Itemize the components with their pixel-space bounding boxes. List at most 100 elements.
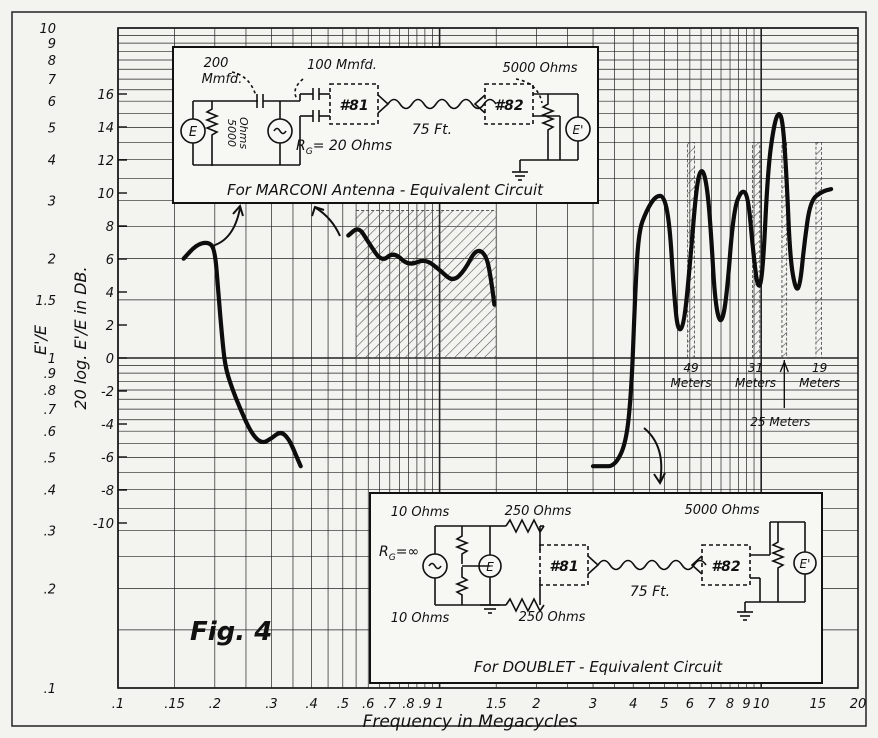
band-label-unit: Meters [799, 376, 840, 390]
y-tick-label: 1.5 [35, 294, 56, 309]
doublet-circuit-inset: 10 Ohms 10 Ohms RG=∞ E 250 Ohms 250 Ohms… [369, 492, 823, 684]
db-tick-label: 12 [97, 154, 114, 169]
x-tick-label: .15 [164, 697, 185, 712]
db-tick-label: 10 [97, 187, 114, 202]
db-tick-label: -8 [101, 484, 114, 499]
y-tick-label: .9 [44, 367, 56, 382]
y-tick-label: 8 [48, 54, 56, 69]
y-axis-label: E'/E [31, 324, 50, 355]
db-tick-label: -6 [101, 451, 114, 466]
doublet-tube2: #82 [711, 559, 740, 575]
y-tick-label: .1 [44, 682, 56, 697]
x-axis-tick-labels: .1 .15 .2 .3 .4 .5 .6 .7 .8 .9 1 1.5 2 3 4 5 6 7 8 9 10 15 20 [112, 697, 866, 712]
y-tick-label: 5 [48, 121, 56, 136]
response-curve [590, 112, 834, 469]
y-tick-label: 9 [48, 37, 56, 52]
x-tick-label: 5 [660, 697, 668, 712]
x-tick-label: 8 [726, 697, 734, 712]
shaded-band [815, 142, 822, 359]
x-tick-label: .6 [362, 697, 374, 712]
doublet-res-top-left: 10 Ohms [391, 505, 450, 520]
doublet-res-top: 250 Ohms [505, 504, 572, 519]
db-tick-label: 2 [106, 319, 114, 334]
x-tick-label: 9 [742, 697, 750, 712]
doublet-res-bot-left: 10 Ohms [391, 611, 450, 626]
db-tick-label: -10 [93, 517, 114, 532]
x-tick-label: 6 [686, 697, 694, 712]
y-tick-label: 1 [48, 352, 56, 367]
pointer-arrows [211, 203, 666, 485]
x-axis-label: Frequency in Megacycles [363, 712, 578, 732]
marconi-gen-e: E [189, 125, 198, 140]
figure-title: Fig. 4 [190, 617, 272, 647]
marconi-res-left-value: 5000 [225, 119, 238, 147]
marconi-cap1: 200 [204, 56, 229, 71]
doublet-line-length: 75 Ft. [630, 584, 670, 600]
x-tick-label: .2 [209, 697, 221, 712]
y-tick-label: .2 [44, 583, 56, 598]
x-tick-label: .7 [384, 697, 397, 712]
marconi-res-left-unit: Ohms [237, 117, 250, 149]
db-axis-label: 20 log. E'/E in DB. [71, 266, 90, 409]
x-tick-label: 3 [589, 697, 597, 712]
x-tick-label: 7 [707, 697, 716, 712]
y-tick-label: 7 [48, 73, 57, 88]
x-tick-label: .3 [265, 697, 277, 712]
marconi-gen-e-prime: E' [573, 123, 584, 137]
band-label-unit: Meters [735, 376, 776, 390]
y-tick-label: 4 [48, 153, 56, 168]
y-tick-label: 6 [48, 95, 56, 110]
y-tick-label: .5 [44, 451, 56, 466]
response-curve [346, 227, 497, 307]
band-label-number: 19 [812, 361, 827, 375]
marconi-tube1: #81 [339, 98, 368, 114]
marconi-cap1-unit: Mmfd. [202, 72, 243, 87]
db-tick-label: 0 [106, 352, 114, 367]
y-tick-label: .4 [44, 483, 56, 498]
marconi-tube2: #82 [494, 98, 523, 114]
doublet-res-bot: 250 Ohms [519, 610, 586, 625]
x-tick-label: 10 [753, 697, 770, 712]
band-label-number: 31 [748, 361, 763, 375]
band-label-number: 49 [683, 361, 698, 375]
marconi-rg: RG= 20 Ohms [296, 138, 392, 157]
db-tick-label: -2 [101, 385, 114, 400]
shaded-band [355, 210, 497, 359]
x-tick-label: .4 [305, 697, 317, 712]
doublet-gen-e-prime: E' [800, 557, 811, 571]
x-tick-label: 4 [629, 697, 637, 712]
x-tick-label: 15 [810, 697, 827, 712]
x-tick-label: .9 [419, 697, 431, 712]
y-tick-label: 10 [39, 22, 56, 37]
marconi-line-length: 75 Ft. [412, 122, 452, 138]
db-tick-label: 16 [97, 88, 114, 103]
marconi-circuit-inset: E 200 Mmfd. 100 Mmfd. 5000 Ohms RG= 20 O… [172, 46, 599, 204]
db-tick-label: -4 [101, 418, 114, 433]
band-25-arrow [779, 360, 789, 373]
db-axis-tick-labels: 16 14 12 10 8 6 4 2 0 -2 -4 -6 -8 -10 [93, 88, 127, 532]
doublet-rg: RG=∞ [379, 544, 419, 563]
db-tick-label: 6 [106, 253, 114, 268]
doublet-res-right: 5000 Ohms [684, 503, 759, 518]
y-tick-label: .6 [44, 425, 56, 440]
band-label-unit: Meters [670, 376, 711, 390]
y-tick-label: .7 [44, 403, 57, 418]
db-tick-label: 8 [106, 220, 114, 235]
x-tick-label: 1.5 [486, 697, 507, 712]
x-tick-label: .8 [402, 697, 414, 712]
marconi-cap2: 100 Mmfd. [307, 58, 377, 73]
y-tick-label: .8 [44, 384, 56, 399]
x-tick-label: .1 [112, 697, 124, 712]
y-axis-tick-labels: .1 .2 .3 .4 .5 .6 .7 .8 .91 1.5 2 3 4 5 6 7 8 910 [35, 22, 56, 697]
band-25-label: 25 Meters [750, 415, 810, 429]
marconi-res-right: 5000 Ohms [502, 61, 577, 76]
y-tick-label: 3 [48, 195, 56, 210]
x-tick-label: .5 [337, 697, 349, 712]
db-tick-label: 14 [97, 121, 114, 136]
db-tick-label: 4 [106, 286, 114, 301]
page-border [11, 11, 867, 727]
y-tick-label: .3 [44, 525, 56, 540]
y-tick-label: 2 [48, 253, 56, 268]
